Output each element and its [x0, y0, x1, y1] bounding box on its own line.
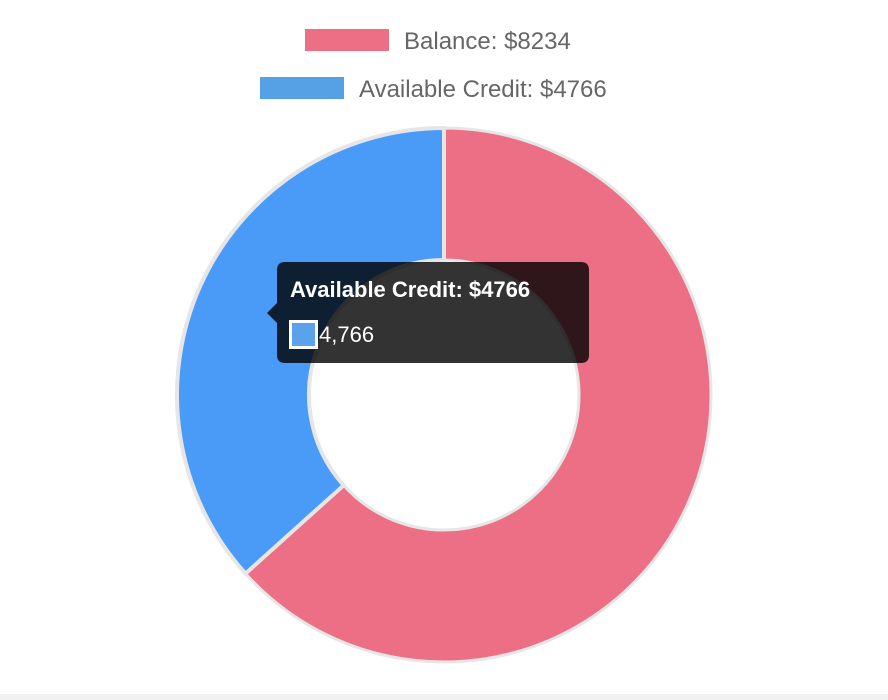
- legend-swatch-1: [305, 29, 389, 51]
- slices: [175, 126, 713, 664]
- page-bottom-edge: [0, 694, 888, 700]
- tooltip-value: 4,766: [319, 322, 374, 347]
- tooltip-swatch-fill: [292, 323, 315, 346]
- legend-item-1[interactable]: Balance: $8234: [305, 28, 571, 55]
- legend-item-2[interactable]: Available Credit: $4766: [260, 76, 607, 103]
- slice-1[interactable]: [244, 126, 713, 664]
- tooltip-box: [267, 262, 589, 363]
- legend-swatch-2: [260, 77, 344, 99]
- tooltip: Available Credit: $4766 4,766: [267, 262, 589, 363]
- legend: Balance: $8234 Available Credit: $4766: [260, 28, 607, 103]
- tooltip-title: Available Credit: $4766: [290, 277, 530, 302]
- legend-label-2: Available Credit: $4766: [359, 76, 607, 103]
- legend-label-1: Balance: $8234: [404, 28, 571, 55]
